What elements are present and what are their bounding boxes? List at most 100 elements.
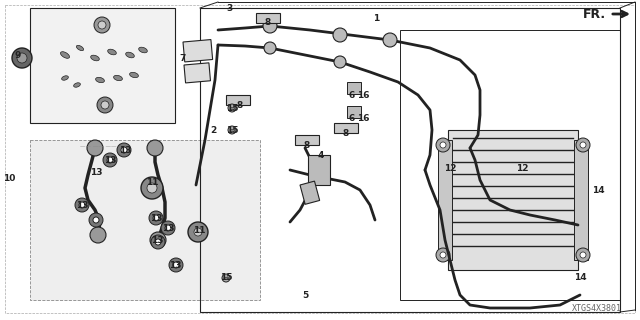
- Circle shape: [87, 140, 103, 156]
- Text: 8: 8: [265, 18, 271, 27]
- Text: XTGS4X3801: XTGS4X3801: [572, 304, 622, 313]
- Bar: [438, 140, 452, 260]
- Text: 6: 6: [349, 91, 355, 100]
- Bar: [300, 181, 319, 204]
- Circle shape: [151, 235, 165, 249]
- Ellipse shape: [125, 52, 134, 58]
- Bar: [184, 63, 211, 83]
- Bar: [226, 95, 250, 105]
- Text: 6: 6: [349, 114, 355, 123]
- Circle shape: [169, 258, 183, 272]
- Bar: [295, 135, 319, 145]
- Text: FR.: FR.: [583, 7, 606, 20]
- Circle shape: [94, 17, 110, 33]
- Circle shape: [149, 211, 163, 225]
- Text: 16: 16: [356, 114, 369, 123]
- Text: 11: 11: [193, 226, 205, 235]
- Bar: [347, 106, 361, 118]
- Text: 12: 12: [444, 164, 456, 172]
- Circle shape: [161, 221, 175, 235]
- Ellipse shape: [108, 49, 116, 55]
- Circle shape: [89, 213, 103, 227]
- Text: 12: 12: [516, 164, 528, 172]
- Bar: [256, 13, 280, 23]
- Circle shape: [75, 198, 89, 212]
- Circle shape: [101, 101, 109, 109]
- Bar: [574, 140, 588, 260]
- Circle shape: [576, 138, 590, 152]
- Circle shape: [97, 97, 113, 113]
- Circle shape: [147, 183, 157, 193]
- Bar: [30, 8, 175, 123]
- Text: 8: 8: [304, 140, 310, 149]
- Circle shape: [194, 228, 202, 236]
- Circle shape: [141, 177, 163, 199]
- Circle shape: [228, 126, 236, 134]
- Circle shape: [580, 142, 586, 148]
- Bar: [334, 123, 358, 133]
- Circle shape: [222, 274, 230, 282]
- Text: 13: 13: [150, 213, 163, 222]
- Text: 13: 13: [119, 146, 131, 155]
- Text: 13: 13: [76, 201, 88, 210]
- Text: 13: 13: [151, 236, 163, 244]
- Bar: [308, 155, 330, 185]
- Bar: [30, 140, 260, 300]
- Text: 7: 7: [180, 53, 186, 62]
- Text: 8: 8: [343, 129, 349, 138]
- Circle shape: [228, 104, 236, 112]
- Text: 13: 13: [90, 167, 102, 177]
- Circle shape: [263, 19, 277, 33]
- Text: 11: 11: [146, 178, 158, 187]
- Circle shape: [188, 222, 208, 242]
- Bar: [230, 107, 234, 109]
- Text: 16: 16: [356, 91, 369, 100]
- Text: 2: 2: [210, 125, 216, 134]
- Text: —— —— ——: —— —— ——: [80, 144, 116, 149]
- Text: 1: 1: [373, 13, 379, 22]
- Circle shape: [117, 143, 131, 157]
- Circle shape: [383, 33, 397, 47]
- Text: 5: 5: [302, 291, 308, 300]
- Text: 4: 4: [318, 150, 324, 159]
- Ellipse shape: [74, 83, 81, 87]
- Bar: [448, 130, 578, 270]
- Ellipse shape: [95, 77, 104, 83]
- Bar: [230, 129, 234, 131]
- Ellipse shape: [91, 55, 99, 61]
- Circle shape: [107, 157, 113, 163]
- Text: 3: 3: [226, 4, 232, 12]
- Text: 8: 8: [237, 100, 243, 109]
- Bar: [224, 277, 228, 279]
- Circle shape: [150, 232, 166, 248]
- Ellipse shape: [130, 72, 138, 78]
- Text: 13: 13: [169, 260, 181, 269]
- Circle shape: [17, 53, 27, 63]
- Circle shape: [98, 21, 106, 29]
- Circle shape: [90, 227, 106, 243]
- Bar: [200, 8, 620, 312]
- Text: 13: 13: [104, 156, 116, 164]
- Ellipse shape: [76, 45, 84, 51]
- Circle shape: [165, 225, 171, 231]
- Ellipse shape: [61, 52, 70, 58]
- Text: 9: 9: [15, 51, 21, 60]
- Text: 15: 15: [226, 125, 238, 134]
- Circle shape: [147, 140, 163, 156]
- Ellipse shape: [61, 76, 68, 80]
- Circle shape: [121, 147, 127, 153]
- Circle shape: [173, 262, 179, 268]
- Circle shape: [155, 239, 161, 245]
- Circle shape: [93, 217, 99, 223]
- Bar: [400, 30, 620, 300]
- Circle shape: [12, 48, 32, 68]
- Bar: [183, 40, 212, 62]
- Text: 15: 15: [226, 103, 238, 113]
- Circle shape: [440, 252, 446, 258]
- Circle shape: [79, 202, 85, 208]
- Circle shape: [153, 215, 159, 221]
- Circle shape: [440, 142, 446, 148]
- Circle shape: [436, 248, 450, 262]
- Text: 13: 13: [162, 223, 174, 233]
- Circle shape: [264, 42, 276, 54]
